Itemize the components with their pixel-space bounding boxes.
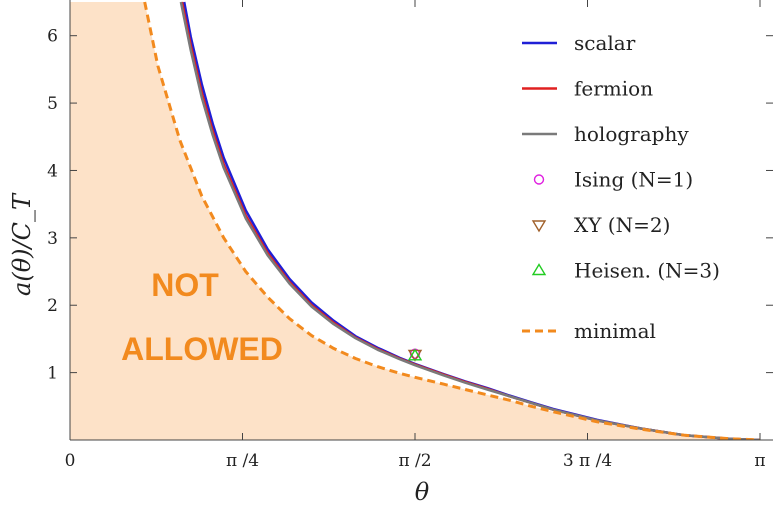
legend-marker-xy-n-2 bbox=[531, 220, 547, 233]
x-tick-label: π /4 bbox=[226, 451, 259, 471]
x-tick-label: 3 π /4 bbox=[563, 451, 612, 471]
x-tick-label: π /2 bbox=[398, 451, 431, 471]
x-tick-label: π bbox=[754, 451, 765, 471]
legend-label-xy-n-2: XY (N=2) bbox=[574, 213, 670, 237]
legend-marker-heisen-n-3 bbox=[531, 263, 547, 276]
axes bbox=[69, 0, 773, 441]
region-label-line-2: ALLOWED bbox=[121, 331, 283, 367]
legend-marker-ising-n-1 bbox=[533, 174, 545, 185]
y-tick-label: 5 bbox=[47, 94, 58, 114]
series-line-minimal bbox=[143, 1, 761, 440]
x-axis-label: θ bbox=[415, 478, 430, 506]
y-axis-label: a(θ)/C_T bbox=[8, 192, 36, 296]
y-tick-label: 4 bbox=[47, 161, 58, 181]
y-tick-label: 6 bbox=[47, 27, 58, 47]
y-tick-label: 2 bbox=[47, 296, 58, 316]
legend-label-heisen-n-3: Heisen. (N=3) bbox=[574, 259, 720, 283]
legend-label-minimal: minimal bbox=[574, 319, 656, 343]
y-tick-label: 3 bbox=[47, 229, 58, 249]
not-allowed-region bbox=[70, 2, 760, 440]
legend-label-fermion: fermion bbox=[574, 77, 653, 101]
region-label-line-1: NOT bbox=[151, 267, 219, 303]
legend-label-holography: holography bbox=[574, 122, 689, 146]
legend-label-ising-n-1: Ising (N=1) bbox=[574, 168, 693, 192]
data-point-heisen-n-3 bbox=[407, 348, 423, 361]
x-tick-label: 0 bbox=[65, 451, 76, 471]
y-tick-label: 1 bbox=[47, 364, 58, 384]
legend: scalar fermion holography Ising (N=1) XY (N=… bbox=[522, 31, 720, 343]
legend-label-scalar: scalar bbox=[574, 31, 636, 55]
